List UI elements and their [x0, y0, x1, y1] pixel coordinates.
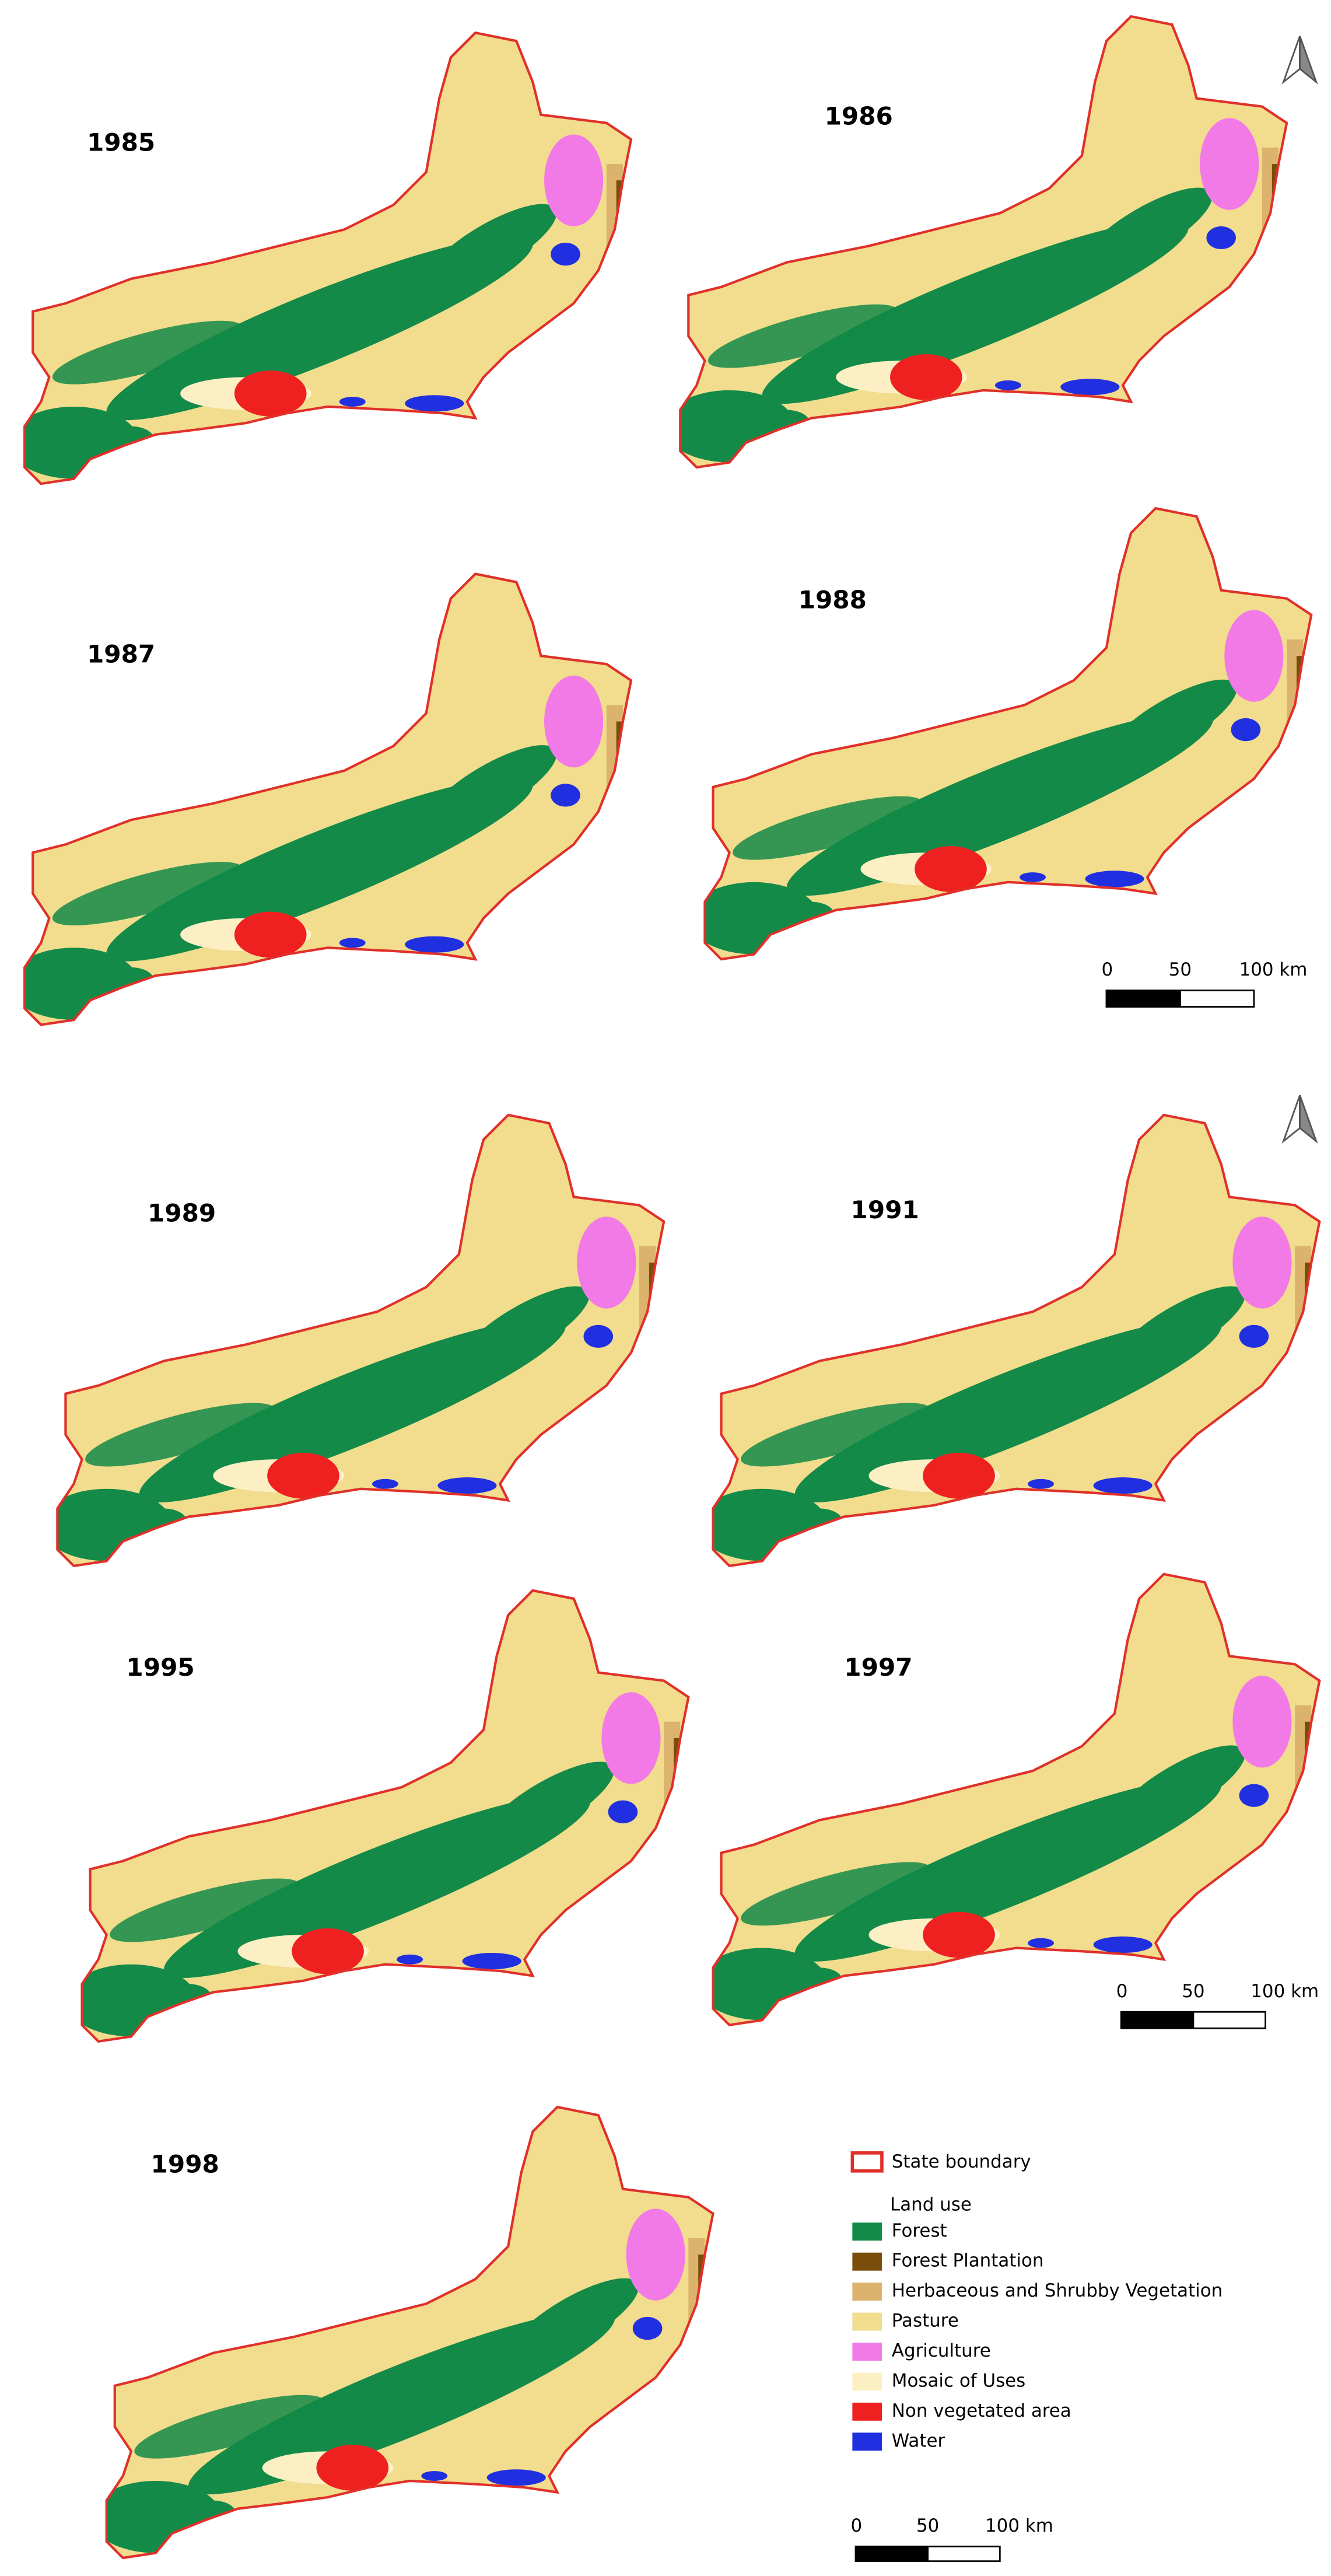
year-label: 1985 [87, 128, 155, 157]
legend-swatch [852, 2283, 882, 2301]
legend-swatch [852, 2222, 882, 2241]
scale-label: 50 [916, 2515, 939, 2536]
legend-label: Herbaceous and Shrubby Vegetation [892, 2280, 1223, 2301]
scale-bar: 0 50 100 km [1116, 1981, 1319, 2029]
year-label: 1989 [148, 1199, 216, 1228]
scale-bar: 0 50 100 km [1102, 959, 1308, 1008]
map-1988 [688, 508, 1311, 959]
legend-group-title: Land use [890, 2194, 972, 2215]
legend-swatch [852, 2432, 882, 2451]
legend-label: Non vegetated area [892, 2400, 1071, 2421]
map-1997 [696, 1574, 1319, 2025]
year-label: 1997 [844, 1653, 912, 1682]
scale-label: 50 [1182, 1981, 1204, 2002]
north-arrow [1283, 35, 1318, 83]
map-1989 [41, 1115, 664, 1566]
legend-label: Forest Plantation [892, 2250, 1044, 2271]
legend-swatch [852, 2372, 882, 2391]
scale-label: 50 [1169, 959, 1192, 980]
legend: State boundary Land use Forest Forest Pla… [850, 2151, 1223, 2451]
boundary-swatch [850, 2151, 884, 2173]
legend-label: Pasture [892, 2311, 959, 2332]
map-1991 [696, 1115, 1319, 1566]
legend-label: Forest [892, 2220, 947, 2241]
scale-label: 0 [1102, 959, 1113, 980]
scale-label: 100 km [1251, 1981, 1319, 2002]
year-label: 1986 [825, 102, 893, 131]
legend-swatch [852, 2252, 882, 2271]
scale-bar: 0 50 100 km [851, 2515, 1053, 2563]
scale-label: 0 [851, 2515, 863, 2536]
north-arrow [1283, 1094, 1318, 1142]
scale-label: 100 km [985, 2515, 1053, 2536]
year-label: 1987 [87, 639, 155, 668]
legend-label: Agriculture [892, 2340, 991, 2361]
legend-label: Mosaic of Uses [892, 2370, 1025, 2391]
legend-swatch [852, 2312, 882, 2331]
map-1986 [664, 16, 1287, 467]
map-1985 [8, 33, 631, 484]
legend-label: Water [892, 2430, 945, 2451]
year-label: 1988 [798, 586, 867, 614]
scale-label: 100 km [1239, 959, 1308, 980]
year-label: 1995 [126, 1653, 194, 1682]
legend-label: State boundary [892, 2151, 1031, 2172]
scale-label: 0 [1116, 1981, 1128, 2002]
legend-swatch [852, 2343, 882, 2361]
year-label: 1998 [151, 2150, 219, 2179]
legend-swatch [852, 2402, 882, 2421]
year-label: 1991 [851, 1196, 919, 1224]
